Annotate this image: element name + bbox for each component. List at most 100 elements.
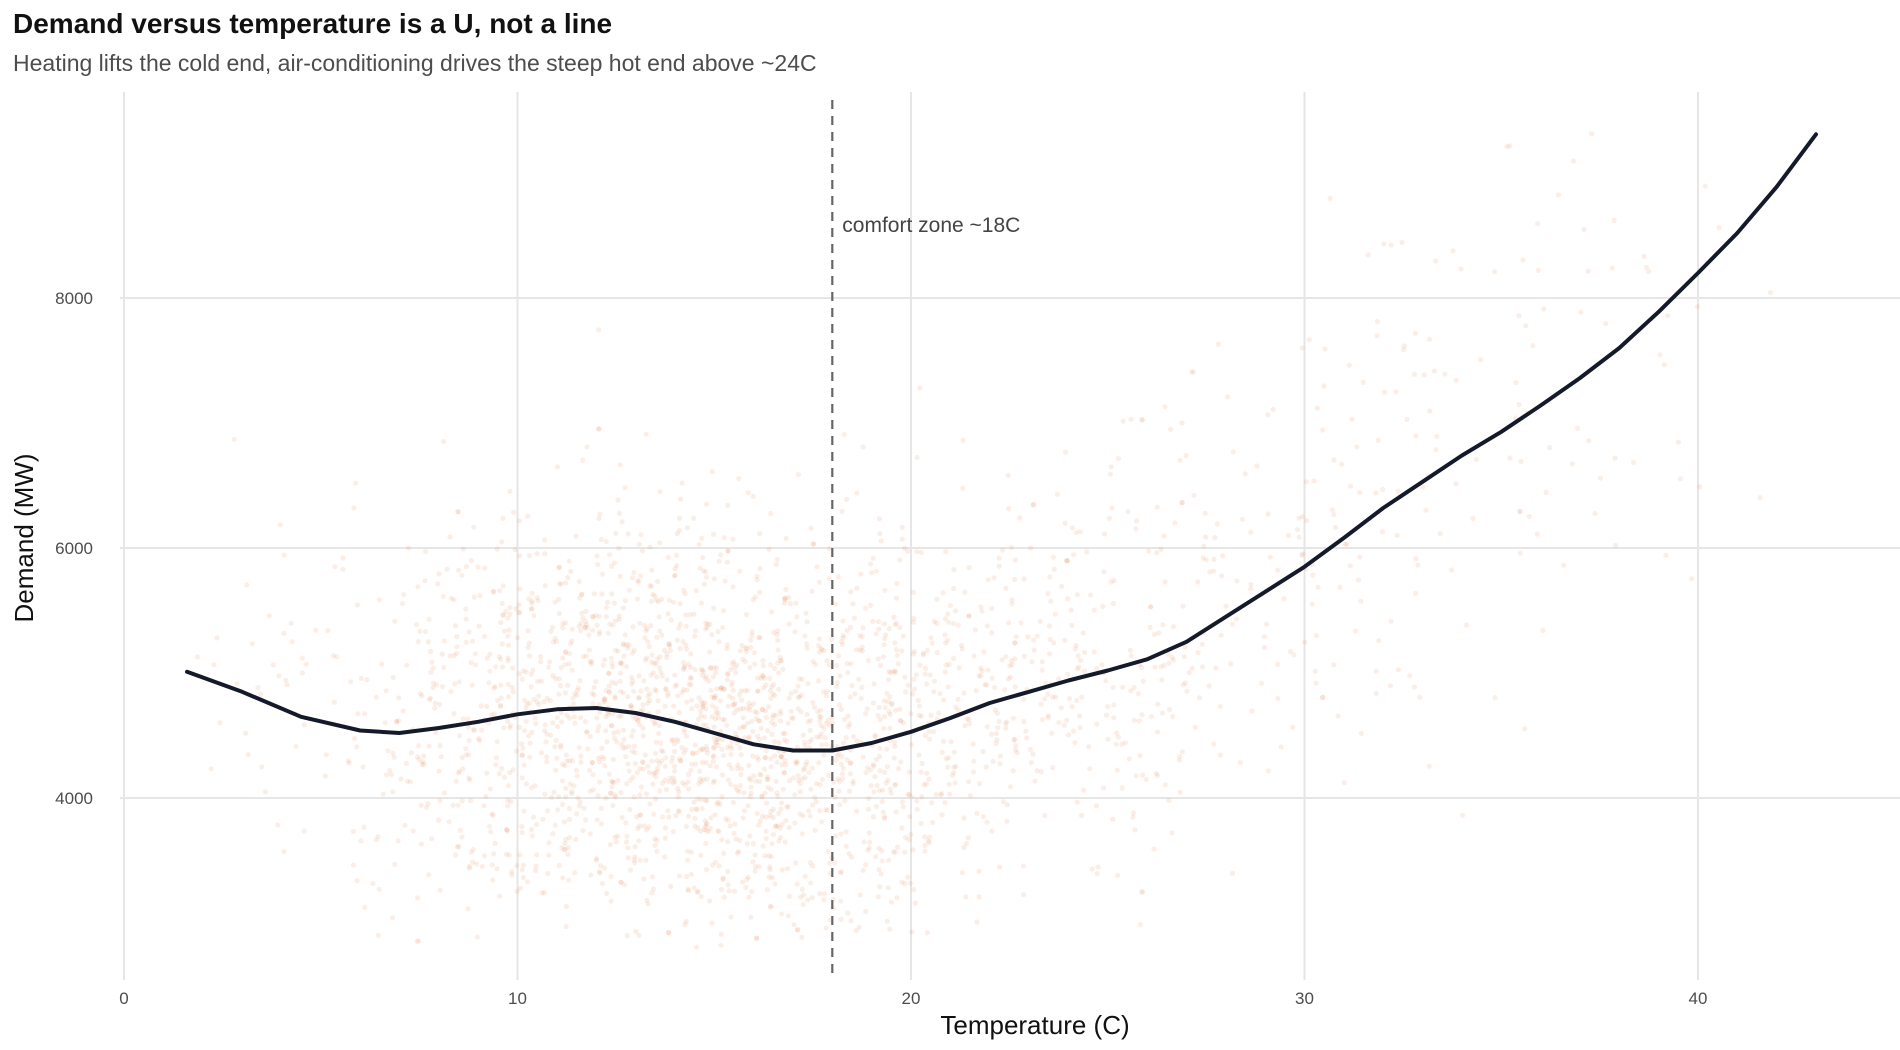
scatter-point	[931, 678, 938, 684]
scatter-point	[616, 713, 622, 719]
scatter-point	[834, 683, 840, 690]
scatter-point	[670, 599, 677, 605]
scatter-point	[761, 685, 767, 691]
scatter-point	[610, 664, 616, 670]
scatter-point	[702, 700, 708, 706]
scatter-point	[793, 860, 799, 866]
scatter-point	[989, 675, 995, 681]
scatter-point	[425, 639, 431, 645]
scatter-point	[820, 689, 827, 695]
scatter-point	[510, 689, 516, 695]
scatter-point	[681, 665, 687, 671]
scatter-point	[542, 722, 548, 728]
scatter-point	[441, 664, 447, 671]
scatter-point	[881, 698, 888, 704]
scatter-point	[706, 828, 712, 835]
scatter-point	[566, 806, 573, 812]
scatter-point	[1630, 459, 1637, 465]
scatter-point	[544, 695, 550, 702]
scatter-point	[528, 671, 534, 677]
scatter-point	[684, 525, 691, 531]
scatter-point	[1296, 534, 1302, 540]
scatter-point	[992, 707, 998, 713]
scatter-point	[394, 719, 400, 725]
scatter-point	[504, 827, 510, 833]
scatter-points	[194, 131, 1774, 950]
scatter-point	[888, 670, 894, 676]
scatter-point	[633, 929, 639, 935]
scatter-point	[1061, 722, 1067, 728]
scatter-point	[472, 662, 479, 668]
scatter-point	[907, 814, 913, 820]
scatter-point	[426, 872, 432, 878]
scatter-point	[685, 857, 691, 863]
scatter-point	[1169, 654, 1175, 660]
scatter-point	[849, 683, 855, 689]
scatter-point	[557, 682, 563, 689]
scatter-point	[795, 777, 801, 784]
scatter-point	[783, 817, 789, 824]
scatter-point	[897, 706, 903, 712]
scatter-point	[1127, 647, 1133, 653]
scatter-point	[863, 710, 869, 717]
scatter-point	[909, 929, 915, 935]
scatter-point	[971, 653, 977, 659]
scatter-point	[499, 539, 505, 545]
scatter-point	[630, 714, 636, 720]
scatter-point	[1426, 763, 1432, 769]
scatter-point	[455, 802, 461, 808]
scatter-point	[759, 672, 766, 678]
scatter-point	[538, 678, 545, 684]
scatter-point	[496, 771, 502, 777]
scatter-point	[757, 565, 763, 572]
scatter-point	[1523, 323, 1529, 329]
scatter-point	[844, 628, 850, 634]
scatter-point	[823, 741, 830, 748]
scatter-point	[744, 876, 750, 883]
scatter-point	[625, 694, 631, 700]
scatter-point	[1030, 502, 1036, 508]
scatter-point	[929, 800, 935, 806]
scatter-point	[750, 753, 756, 759]
scatter-point	[620, 745, 626, 751]
scatter-point	[498, 702, 504, 709]
scatter-point	[640, 759, 646, 766]
scatter-point	[437, 887, 443, 893]
scatter-point	[785, 804, 791, 810]
scatter-point	[587, 831, 593, 837]
scatter-point	[590, 772, 596, 778]
scatter-point	[766, 853, 772, 859]
scatter-point	[919, 794, 925, 800]
scatter-point	[515, 635, 521, 641]
scatter-point	[817, 808, 823, 814]
scatter-point	[823, 807, 829, 813]
scatter-point	[362, 904, 368, 911]
scatter-point	[925, 838, 931, 844]
scatter-point	[702, 676, 709, 682]
scatter-point	[331, 699, 337, 705]
scatter-point	[1052, 611, 1058, 617]
scatter-point	[531, 814, 537, 820]
scatter-point	[854, 647, 860, 653]
scatter-point	[574, 811, 580, 817]
scatter-point	[638, 573, 644, 579]
scatter-point	[506, 852, 512, 858]
scatter-point	[550, 639, 557, 645]
scatter-point	[711, 779, 717, 786]
scatter-point	[842, 716, 848, 723]
scatter-point	[565, 575, 571, 581]
scatter-point	[542, 728, 548, 734]
scatter-point	[657, 489, 663, 495]
scatter-point	[638, 688, 644, 694]
scatter-point	[616, 545, 622, 552]
scatter-point	[630, 650, 636, 656]
scatter-point	[576, 803, 583, 809]
scatter-point	[840, 641, 846, 647]
scatter-point	[857, 892, 864, 898]
scatter-point	[613, 739, 620, 745]
scatter-point	[685, 886, 691, 892]
scatter-point	[934, 649, 940, 656]
scatter-point	[822, 735, 828, 741]
scatter-point	[875, 656, 881, 662]
scatter-point	[504, 828, 510, 834]
